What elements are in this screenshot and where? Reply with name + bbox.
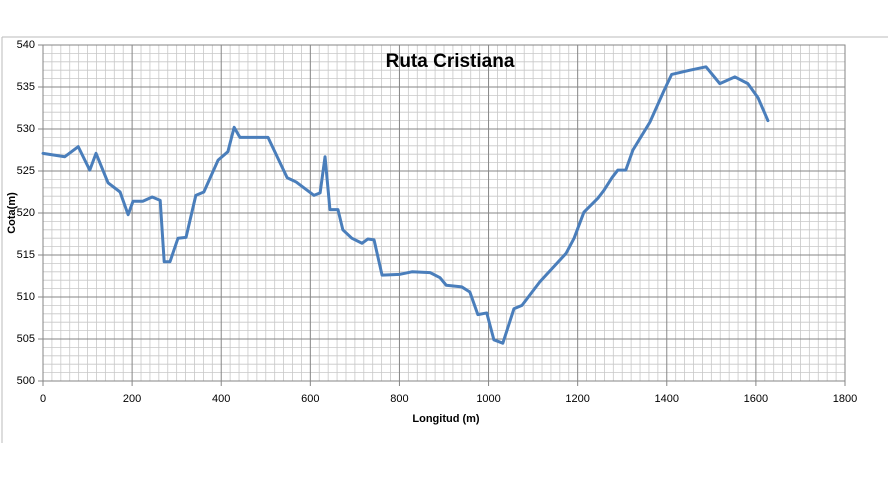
y-tick-label: 535 [17,81,35,93]
x-tick-label: 1800 [833,393,857,405]
x-tick-label: 200 [123,393,141,405]
y-tick-label: 500 [17,375,35,387]
x-tick-label: 1400 [655,393,679,405]
y-tick-label: 505 [17,333,35,345]
chart-title: Ruta Cristiana [386,51,515,72]
x-tick-label: 800 [390,393,408,405]
y-axis-title: Cota(m) [6,192,18,234]
y-tick-label: 540 [17,39,35,51]
x-tick-label: 400 [212,393,230,405]
data-line [41,65,770,345]
grid [42,44,846,382]
y-tick-label: 530 [17,123,35,135]
x-tick-label: 1000 [476,393,500,405]
x-tick-label: 600 [301,393,319,405]
x-tick-label: 1600 [744,393,768,405]
y-tick-label: 510 [17,291,35,303]
y-tick-label: 520 [17,207,35,219]
y-tick-label: 515 [17,249,35,261]
x-tick-label: 1200 [565,393,589,405]
x-axis-title: Longitud (m) [412,413,480,425]
x-tick-label: 0 [40,393,46,405]
y-tick-label: 525 [17,165,35,177]
